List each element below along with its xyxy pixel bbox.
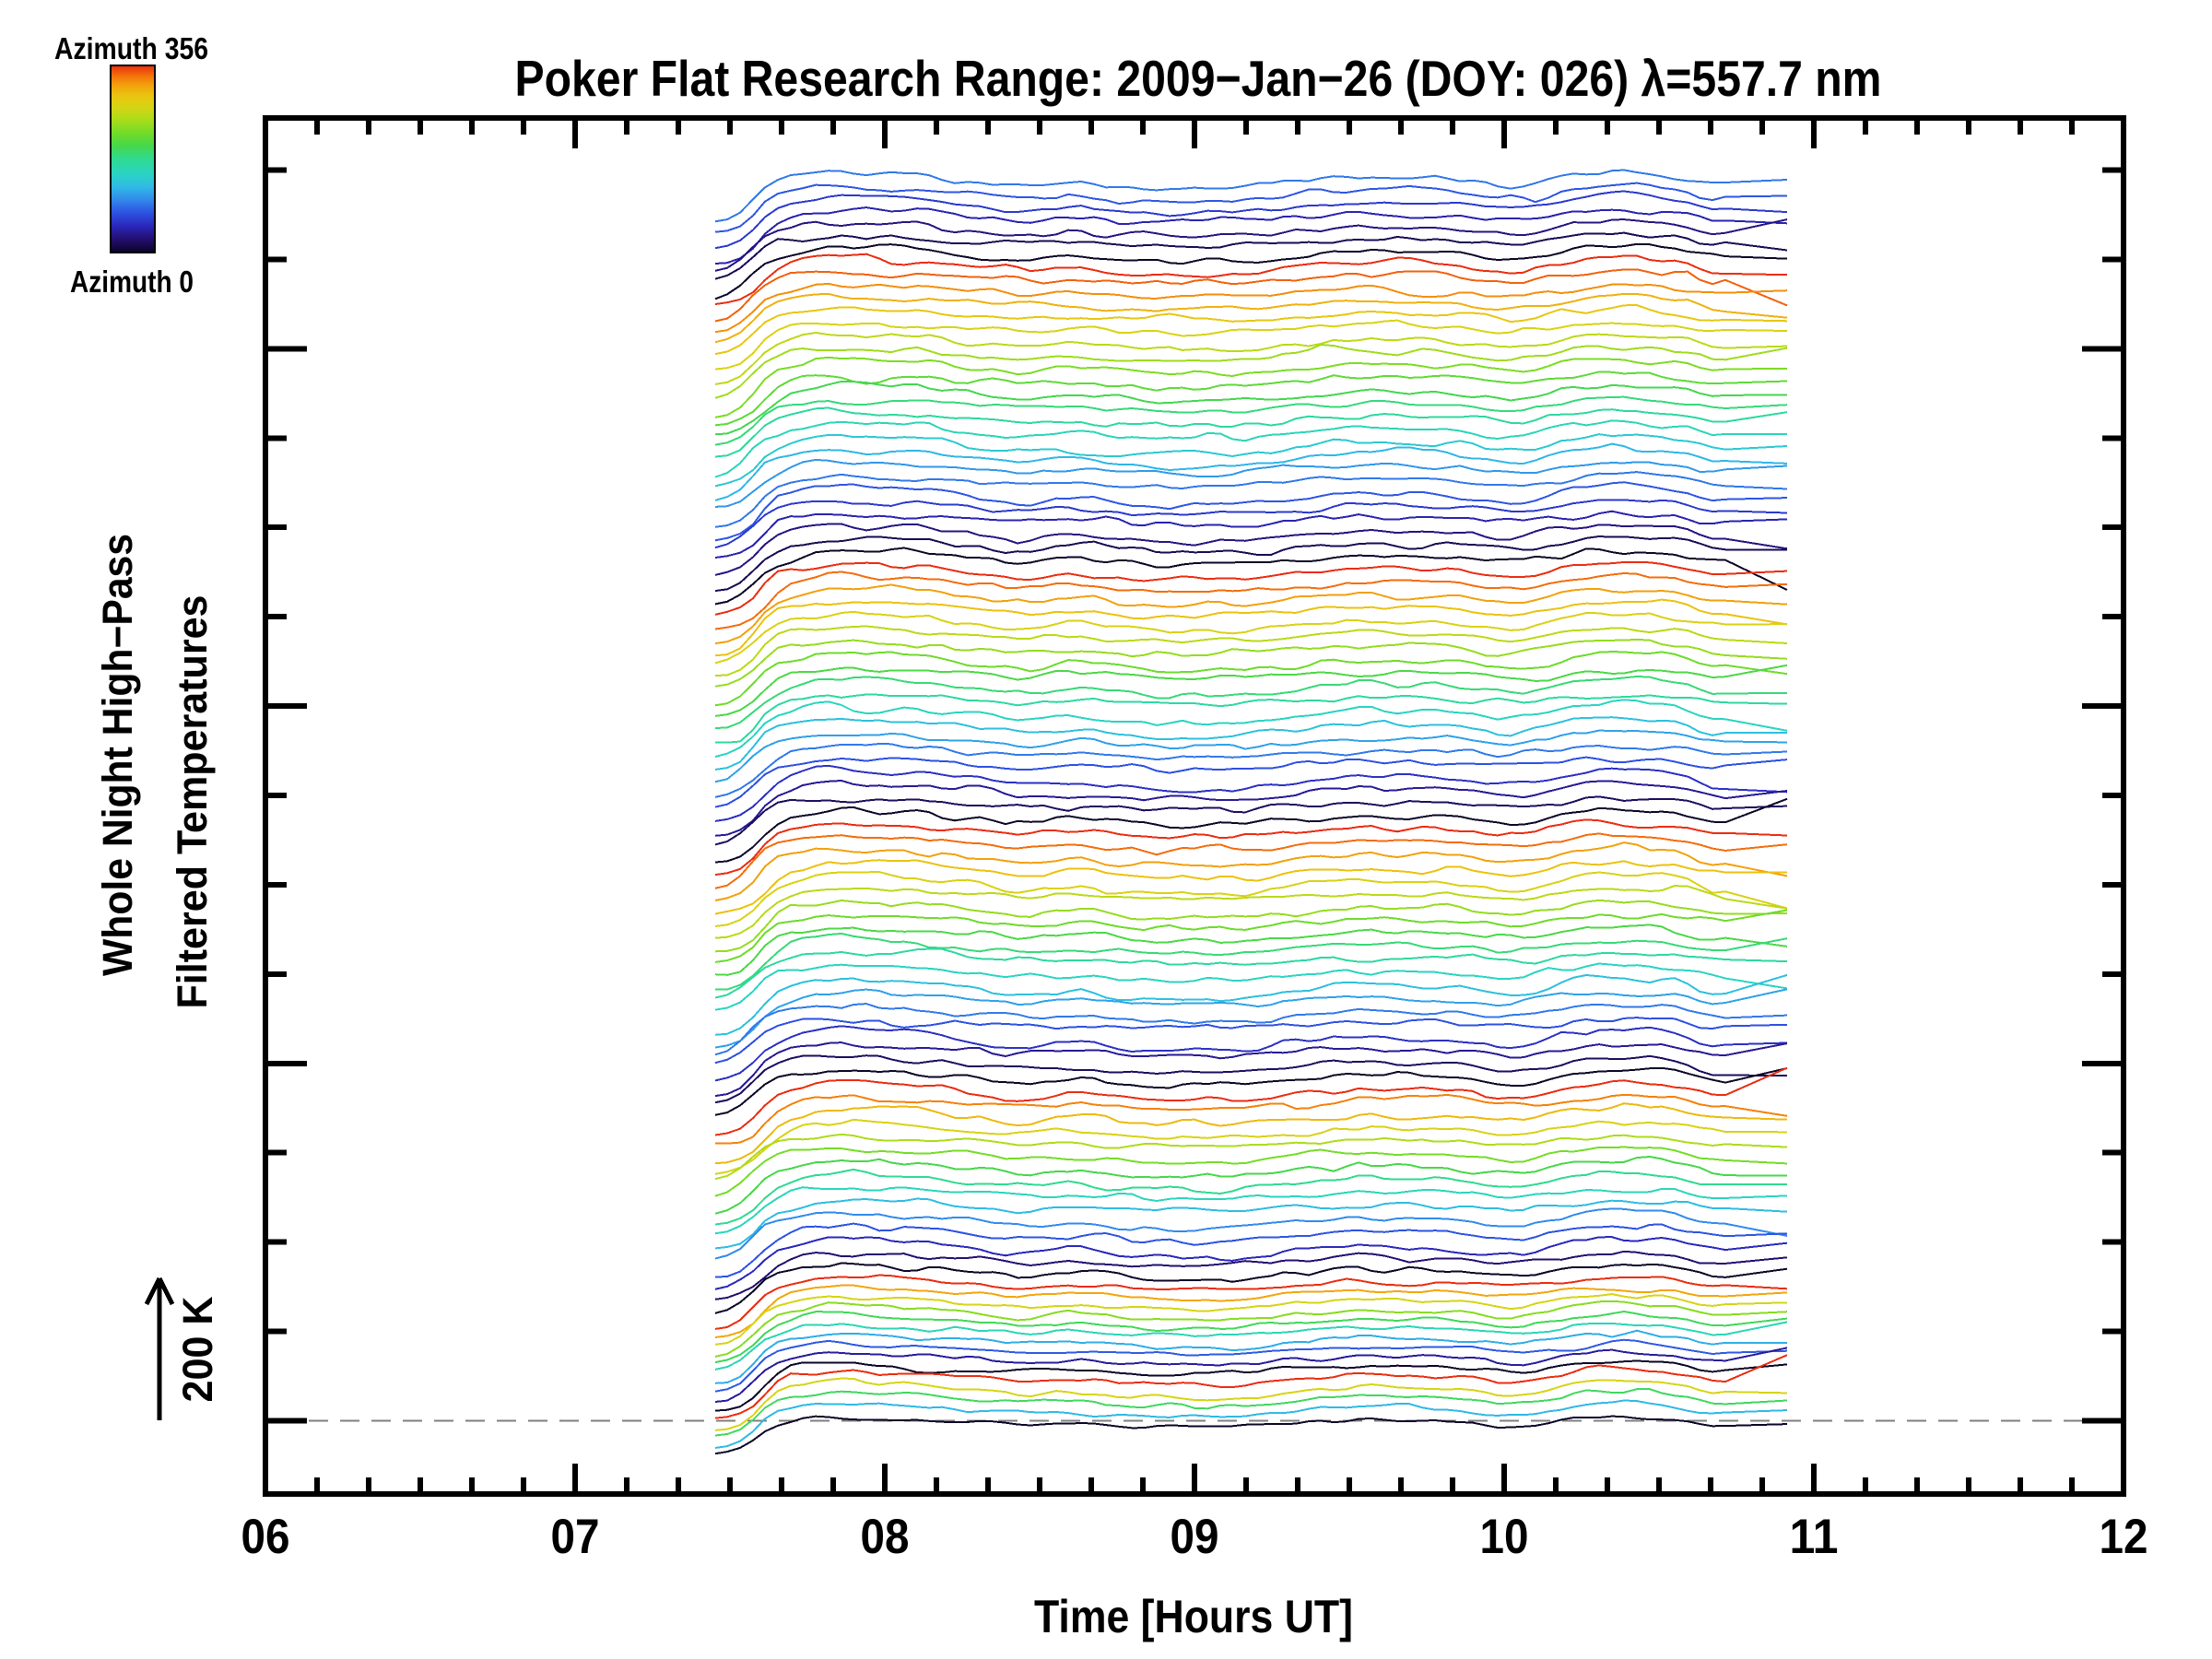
svg-text:Time [Hours UT]: Time [Hours UT] — [1034, 1591, 1353, 1642]
svg-text:07: 07 — [551, 1510, 600, 1564]
svg-text:06: 06 — [241, 1510, 290, 1564]
svg-text:Whole Night High−Pass: Whole Night High−Pass — [94, 534, 141, 976]
svg-text:09: 09 — [1171, 1510, 1219, 1564]
svg-text:Azimuth 356: Azimuth 356 — [54, 31, 208, 65]
svg-text:200 K: 200 K — [174, 1296, 221, 1402]
svg-text:Filtered Temperatures: Filtered Temperatures — [169, 595, 216, 1009]
svg-text:08: 08 — [861, 1510, 910, 1564]
svg-text:12: 12 — [2100, 1510, 2148, 1564]
svg-text:11: 11 — [1790, 1510, 1839, 1564]
svg-text:10: 10 — [1480, 1510, 1529, 1564]
svg-text:Poker Flat Research Range: 200: Poker Flat Research Range: 2009−Jan−26 (… — [515, 50, 1882, 107]
svg-text:Azimuth 0: Azimuth 0 — [70, 265, 194, 299]
